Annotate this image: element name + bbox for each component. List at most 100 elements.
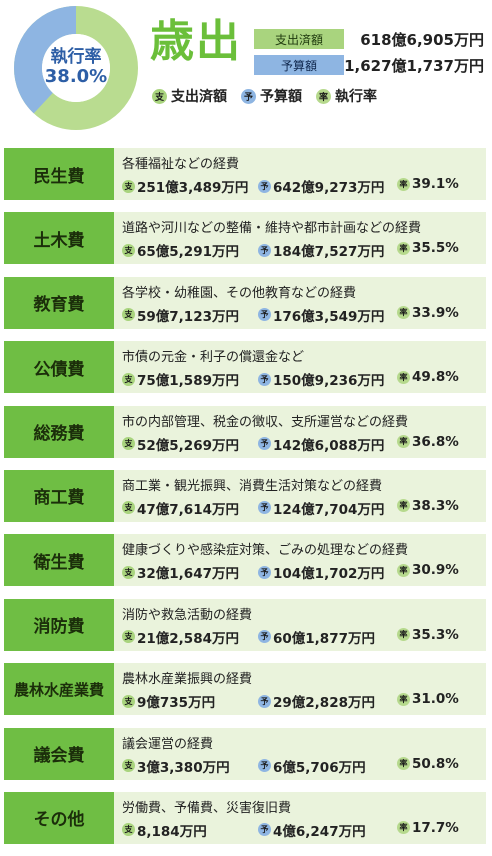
category-detail: 道路や河川などの整備・維持や都市計画などの経費 支 65億5,291万円 予 1… xyxy=(114,212,486,265)
category-name: 農林水産業費 xyxy=(4,663,114,716)
budget-badge-icon: 予 xyxy=(258,630,271,644)
rate-badge-icon: 率 xyxy=(397,757,410,771)
spent-badge-icon: 支 xyxy=(152,88,167,104)
legend-budget-label: 予算額 xyxy=(260,89,302,105)
rate-badge-icon: 率 xyxy=(397,241,410,255)
budget-badge-icon: 予 xyxy=(258,372,271,386)
rate-value: 30.9% xyxy=(412,562,459,579)
rate-badge-icon: 率 xyxy=(397,692,410,706)
rate-value: 49.8% xyxy=(412,369,459,386)
category-name: 総務費 xyxy=(4,405,114,458)
budget-figure: 予 29億2,828万円 xyxy=(258,691,375,711)
category-description: 議会運営の経費 xyxy=(122,736,214,752)
rate-value: 33.9% xyxy=(412,304,459,321)
spent-figure: 支 59億7,123万円 xyxy=(122,305,239,325)
page-title: 歳出 xyxy=(150,16,242,67)
category-row: 公債費 市債の元金・利子の償還金など 支 75億1,589万円 予 150億9,… xyxy=(0,341,492,394)
legend-budget: 予 予算額 xyxy=(241,86,302,106)
budget-value: 176億3,549万円 xyxy=(273,308,385,325)
budget-value: 4億6,247万円 xyxy=(273,823,366,840)
category-name: 土木費 xyxy=(4,212,114,265)
rate-figure: 率 38.3% xyxy=(397,498,459,514)
spent-value: 21億2,584万円 xyxy=(137,630,239,647)
budget-figure: 予 142億6,088万円 xyxy=(258,434,384,454)
spent-value: 8,184万円 xyxy=(137,823,207,840)
category-name: 議会費 xyxy=(4,727,114,780)
spent-figure: 支 65億5,291万円 xyxy=(122,240,239,260)
rate-figure: 率 30.9% xyxy=(397,562,459,578)
spent-badge-icon: 支 xyxy=(122,372,135,386)
budget-figure: 予 642億9,273万円 xyxy=(258,176,384,196)
category-description: 消防や救急活動の経費 xyxy=(122,607,253,623)
budget-tag: 予算額 xyxy=(254,55,344,75)
category-row: 議会費 議会運営の経費 支 3億3,380万円 予 6億5,706万円 率 50… xyxy=(0,727,492,780)
spent-figure: 支 52億5,269万円 xyxy=(122,434,239,454)
rate-badge-icon: 率 xyxy=(397,821,410,835)
donut-center-label: 執行率 38.0% xyxy=(14,6,138,130)
spent-figure: 支 32億1,647万円 xyxy=(122,562,239,582)
rate-figure: 率 33.9% xyxy=(397,305,459,321)
rate-value: 36.8% xyxy=(412,433,459,450)
rate-badge-icon: 率 xyxy=(316,88,331,104)
spent-figure: 支 251億3,489万円 xyxy=(122,176,248,196)
budget-badge-icon: 予 xyxy=(258,243,271,257)
rate-figure: 率 17.7% xyxy=(397,820,459,836)
spent-value: 59億7,123万円 xyxy=(137,308,239,325)
spent-figure: 支 9億735万円 xyxy=(122,691,215,711)
spent-badge-icon: 支 xyxy=(122,759,135,773)
spent-total-value: 618億6,905万円 xyxy=(360,30,484,49)
summary-header: 執行率 38.0% 歳出 支出済額 618億6,905万円 予算額 1,627億… xyxy=(0,0,492,140)
spent-value: 9億735万円 xyxy=(137,695,216,712)
rate-value: 17.7% xyxy=(412,819,459,836)
budget-total-row: 予算額 1,627億1,737万円 xyxy=(254,54,484,76)
budget-figure: 予 124億7,704万円 xyxy=(258,498,384,518)
budget-figure: 予 6億5,706万円 xyxy=(258,756,366,776)
rate-value: 50.8% xyxy=(412,755,459,772)
category-description: 農林水産業振興の経費 xyxy=(122,672,253,688)
category-description: 健康づくりや感染症対策、ごみの処理などの経費 xyxy=(122,543,409,559)
legend-spent: 支 支出済額 xyxy=(152,86,227,106)
spent-badge-icon: 支 xyxy=(122,565,135,579)
legend-spent-label: 支出済額 xyxy=(171,89,227,105)
spent-value: 47億7,614万円 xyxy=(137,501,239,518)
category-name: 教育費 xyxy=(4,276,114,329)
spent-badge-icon: 支 xyxy=(122,243,135,257)
spent-badge-icon: 支 xyxy=(122,179,135,193)
budget-figure: 予 104億1,702万円 xyxy=(258,562,384,582)
spent-badge-icon: 支 xyxy=(122,308,135,322)
rate-value: 39.1% xyxy=(412,176,459,192)
category-description: 道路や河川などの整備・維持や都市計画などの経費 xyxy=(122,221,422,237)
spent-value: 32億1,647万円 xyxy=(137,566,239,583)
rate-figure: 率 49.8% xyxy=(397,369,459,385)
execution-rate-donut xyxy=(14,6,138,130)
rate-badge-icon: 率 xyxy=(397,628,410,642)
category-row: 土木費 道路や河川などの整備・維持や都市計画などの経費 支 65億5,291万円… xyxy=(0,212,492,265)
budget-figure: 予 184億7,527万円 xyxy=(258,240,384,260)
rate-badge-icon: 率 xyxy=(397,499,410,513)
budget-badge-icon: 予 xyxy=(258,823,271,837)
spent-badge-icon: 支 xyxy=(122,630,135,644)
rate-figure: 率 31.0% xyxy=(397,691,459,707)
rate-value: 31.0% xyxy=(412,691,459,708)
category-detail: 議会運営の経費 支 3億3,380万円 予 6億5,706万円 率 50.8% xyxy=(114,727,486,780)
rate-badge-icon: 率 xyxy=(397,306,410,320)
rate-badge-icon: 率 xyxy=(397,435,410,449)
rate-value: 38.3% xyxy=(412,497,459,514)
budget-value: 124億7,704万円 xyxy=(273,501,385,518)
category-row: 消防費 消防や救急活動の経費 支 21億2,584万円 予 60億1,877万円… xyxy=(0,598,492,651)
category-description: 各種福祉などの経費 xyxy=(122,157,240,172)
legend: 支 支出済額 予 予算額 率 執行率 xyxy=(152,86,385,106)
spent-badge-icon: 支 xyxy=(122,437,135,451)
category-name: 民生費 xyxy=(4,148,114,200)
rate-figure: 率 35.3% xyxy=(397,627,459,643)
category-row: 衛生費 健康づくりや感染症対策、ごみの処理などの経費 支 32億1,647万円 … xyxy=(0,534,492,587)
spent-figure: 支 3億3,380万円 xyxy=(122,756,230,776)
budget-badge-icon: 予 xyxy=(258,179,271,193)
spent-total-row: 支出済額 618億6,905万円 xyxy=(254,28,484,50)
spent-figure: 支 75億1,589万円 xyxy=(122,369,239,389)
budget-figure: 予 150億9,236万円 xyxy=(258,369,384,389)
category-detail: 消防や救急活動の経費 支 21億2,584万円 予 60億1,877万円 率 3… xyxy=(114,598,486,651)
spent-badge-icon: 支 xyxy=(122,501,135,515)
category-detail: 農林水産業振興の経費 支 9億735万円 予 29億2,828万円 率 31.0… xyxy=(114,663,486,716)
category-detail: 各種福祉などの経費 支 251億3,489万円 予 642億9,273万円 率 … xyxy=(114,148,486,200)
